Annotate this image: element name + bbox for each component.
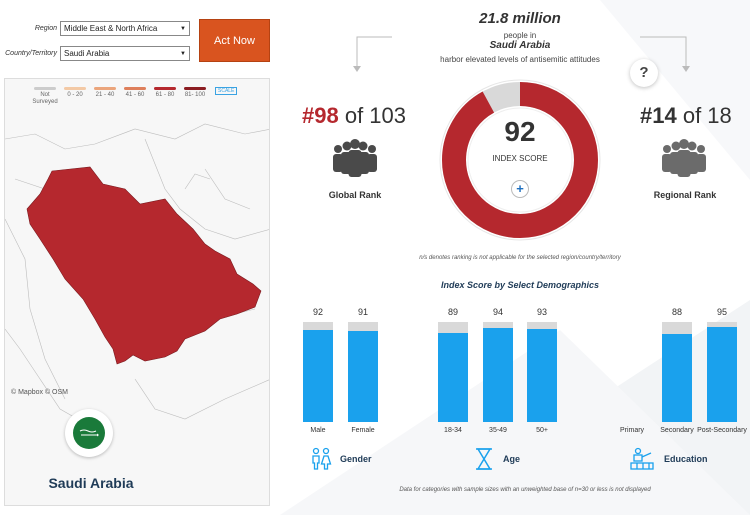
- legend-swatch: [184, 87, 206, 90]
- bar-category: 35-49: [489, 427, 507, 434]
- global-rank-total: of 103: [344, 103, 407, 128]
- bar-category: Secondary: [660, 427, 694, 434]
- legend-item: Not Surveyed: [32, 87, 58, 106]
- saudi-flag-icon: [73, 417, 105, 449]
- population-figure: 21.8 million: [479, 10, 561, 27]
- bar-track: [707, 322, 737, 422]
- demographics-title: Index Score by Select Demographics: [440, 280, 600, 290]
- country-label: Country/Territory: [5, 50, 57, 57]
- bar-category: Male: [310, 427, 326, 434]
- bar-fill: [483, 328, 513, 422]
- country-filter-row: Country/Territory Saudi Arabia ▼: [0, 46, 190, 61]
- map-country-name: Saudi Arabia: [48, 475, 134, 491]
- index-score-value: 92: [504, 116, 536, 147]
- index-score-donut: [439, 79, 601, 241]
- age-group-label: Age: [503, 454, 521, 464]
- region-filter-row: Region Middle East & North Africa ▼: [0, 21, 190, 36]
- bar-track: [662, 322, 692, 422]
- bar-category: Primary: [619, 427, 645, 434]
- legend-swatch: [64, 87, 86, 90]
- regional-rank-total: of 18: [682, 103, 732, 128]
- legend-swatch: [124, 87, 146, 90]
- map-panel[interactable]: Not Surveyed 0 - 20 21 - 40 41 - 60 61 -…: [4, 78, 270, 506]
- bar-track: [303, 322, 333, 422]
- legend-swatch: [154, 87, 176, 90]
- scale-toggle-button[interactable]: SCALE: [215, 87, 238, 95]
- map-legend: Not Surveyed 0 - 20 21 - 40 41 - 60 61 -…: [32, 87, 238, 106]
- chevron-down-icon: ▼: [180, 25, 186, 32]
- legend-item: 61 - 80: [153, 87, 177, 99]
- legend-label: 61 - 80: [155, 92, 175, 98]
- bar-category: 18-34: [444, 427, 462, 434]
- region-label: Region: [34, 25, 57, 32]
- population-line2: harbor elevated levels of antisemitic at…: [440, 55, 600, 64]
- global-rank-label: Global Rank: [328, 190, 382, 200]
- gender-icon: [312, 447, 332, 470]
- bar-value: 91: [357, 307, 368, 317]
- regional-rank: #14 of 18: [640, 103, 732, 129]
- region-value: Middle East & North Africa: [64, 24, 158, 33]
- bar-value: 94: [492, 307, 503, 317]
- question-icon[interactable]: ?: [630, 59, 658, 87]
- country-select[interactable]: Saudi Arabia ▼: [60, 46, 190, 61]
- education-group-label: Education: [664, 454, 708, 464]
- bar-fill: [527, 329, 557, 422]
- bar-value: 88: [671, 307, 682, 317]
- hourglass-icon: [476, 448, 492, 470]
- population-country: Saudi Arabia: [489, 40, 551, 51]
- bar-value: 89: [447, 307, 458, 317]
- people-group-icon: [662, 139, 706, 177]
- chevron-down-icon: ▼: [180, 50, 186, 57]
- bar-fill: [303, 330, 333, 422]
- legend-swatch: [94, 87, 116, 90]
- region-select[interactable]: Middle East & North Africa ▼: [60, 21, 190, 36]
- bar-track: [348, 322, 378, 422]
- plus-icon[interactable]: +: [511, 180, 529, 198]
- global-rank: #98 of 103: [302, 103, 406, 129]
- legend-label: 21 - 40: [95, 92, 115, 98]
- legend-item: 21 - 40: [93, 87, 117, 99]
- regional-rank-label: Regional Rank: [653, 190, 717, 200]
- bar-value: 95: [716, 307, 727, 317]
- legend-swatch: [34, 87, 56, 90]
- bar-category: Post-Secondary: [697, 427, 747, 434]
- country-value: Saudi Arabia: [64, 49, 110, 58]
- na-note: n/s denotes ranking is not applicable fo…: [419, 255, 621, 261]
- flag-badge: [65, 409, 113, 457]
- index-score-arc: [442, 82, 598, 238]
- bar-category: Female: [351, 427, 375, 434]
- education-icon: [630, 447, 654, 470]
- bar-fill: [662, 334, 692, 422]
- population-line1: people in: [503, 31, 537, 40]
- bar-value: 92: [312, 307, 323, 317]
- bar-value: 93: [536, 307, 547, 317]
- bar-fill: [348, 331, 378, 422]
- map[interactable]: [5, 79, 270, 506]
- legend-label: 41 - 60: [125, 92, 145, 98]
- legend-label: Not Surveyed: [32, 92, 58, 105]
- bar-track: [483, 322, 513, 422]
- bar-fill: [438, 333, 468, 422]
- regional-rank-number: #14: [640, 103, 677, 128]
- index-score-label: INDEX SCORE: [492, 154, 548, 163]
- global-rank-number: #98: [302, 103, 339, 128]
- saudi-arabia-shape[interactable]: [26, 166, 262, 365]
- gender-group-label: Gender: [340, 454, 372, 464]
- bar-fill: [707, 327, 737, 422]
- act-now-button[interactable]: Act Now: [199, 19, 270, 62]
- legend-label: 81- 100: [184, 92, 206, 98]
- bar-category: 50+: [536, 427, 548, 434]
- footer-note: Data for categories with sample sizes wi…: [399, 487, 651, 493]
- people-group-icon: [333, 139, 377, 177]
- bar-track: [527, 322, 557, 422]
- legend-item: 81- 100: [183, 87, 207, 99]
- map-attribution[interactable]: © Mapbox © OSM: [11, 389, 68, 396]
- legend-item: 41 - 60: [123, 87, 147, 99]
- legend-label: 0 - 20: [67, 92, 83, 98]
- bar-track: [438, 322, 468, 422]
- legend-item: 0 - 20: [63, 87, 87, 99]
